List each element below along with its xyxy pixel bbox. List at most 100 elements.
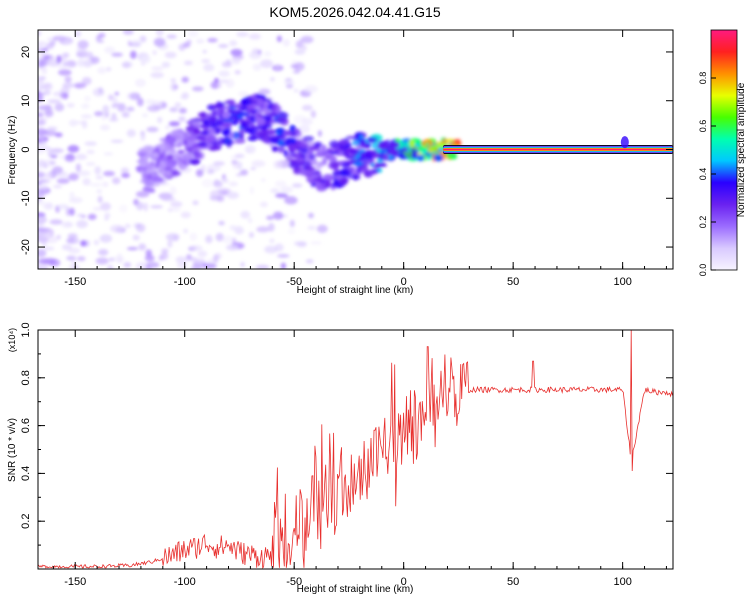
noise-blob [52,35,67,41]
ridge-blob [189,158,201,165]
noise-blob [140,55,151,64]
ridge-blob [191,146,203,152]
noise-blob [82,59,93,68]
noise-blob [167,207,173,213]
noise-blob [92,87,105,97]
noise-blob [161,197,176,202]
noise-blob [151,128,157,132]
noise-blob [62,62,72,67]
noise-blob [230,48,243,57]
noise-blob [228,181,238,187]
y-tick-label: 0 [20,146,32,152]
noise-blob [126,129,136,138]
noise-blob [221,235,234,244]
noise-blob [259,201,268,208]
noise-blob [54,103,65,112]
noise-blob [181,92,189,100]
noise-blob [77,58,85,68]
noise-blob [58,204,69,210]
ridge-blob [270,103,278,111]
noise-blob [101,112,107,121]
ridge-blob [174,133,184,142]
noise-blob [53,184,63,189]
noise-blob [38,234,44,241]
ridge-blob [203,119,209,127]
noise-blob [74,30,82,38]
noise-blob [64,154,76,162]
ridge-blob [197,142,207,146]
noise-blob [222,178,229,184]
noise-blob [207,169,215,175]
noise-blob [38,200,46,205]
noise-blob [38,128,48,136]
noise-blob [213,161,225,166]
ridge-blob [308,179,317,184]
noise-blob [183,228,189,234]
noise-blob [45,43,54,50]
ridge-blob [425,154,434,161]
noise-blob [295,40,304,49]
ridge-blob [359,139,366,143]
ridge-blob [229,116,239,120]
ridge-blob [290,137,297,145]
ridge-blob [137,153,146,157]
noise-blob [76,256,86,262]
noise-blob [43,172,52,180]
band-bump [620,136,629,149]
ridge-blob [284,131,292,136]
noise-blob [249,232,254,238]
ridge-blob [208,123,218,129]
noise-blob [56,178,70,184]
band-layer [443,148,673,151]
ridge-blob [214,128,222,133]
noise-blob [96,189,103,194]
ridge-blob [149,146,156,151]
ridge-blob [330,161,340,170]
noise-blob [69,207,75,216]
noise-blob [202,263,217,269]
noise-blob [60,53,67,62]
noise-blob [68,263,79,269]
ridge-blob [239,128,245,136]
ridge-blob [366,159,371,163]
noise-blob [38,227,49,232]
ridge-blob [250,109,256,115]
noise-blob [81,103,90,109]
spectrogram-y-ticks: -20 -10 0 10 20 [20,46,673,255]
noise-blob [151,66,164,71]
ridge-blob [296,139,307,144]
noise-blob [58,69,72,76]
noise-blob [269,238,275,244]
noise-blob [197,250,208,258]
ridge-blob [360,140,367,147]
noise-blob [136,223,146,233]
ridge-blob [338,138,351,145]
noise-blob [62,82,74,89]
noise-blob [136,97,144,107]
ridge-blob [356,167,361,174]
noise-blob [236,32,249,37]
ridge-blob [265,138,271,145]
noise-blob [42,203,54,210]
noise-blob [209,81,222,89]
ridge-blob [320,144,327,150]
x-tick-label: 0 [401,576,407,588]
noise-blob [153,105,161,109]
snr-y-axis-label: SNR (10 * v/v) [7,418,18,482]
ridge-blob [268,129,276,135]
ridge-blob [270,136,280,144]
noise-blob [174,102,182,108]
noise-blob [136,201,144,211]
noise-blob [305,259,314,264]
noise-blob [189,245,203,251]
noise-blob [218,70,230,77]
noise-blob [248,33,261,40]
snr-panel: -150 -100 -50 0 50 100 0.2 0.4 0.6 0.8 1.0 Height… [7,322,674,595]
noise-blob [143,202,148,212]
noise-blob [42,55,51,60]
noise-blob [121,173,130,178]
y-tick-label: 0.8 [20,370,32,385]
noise-blob [310,241,322,245]
noise-blob [255,264,270,269]
